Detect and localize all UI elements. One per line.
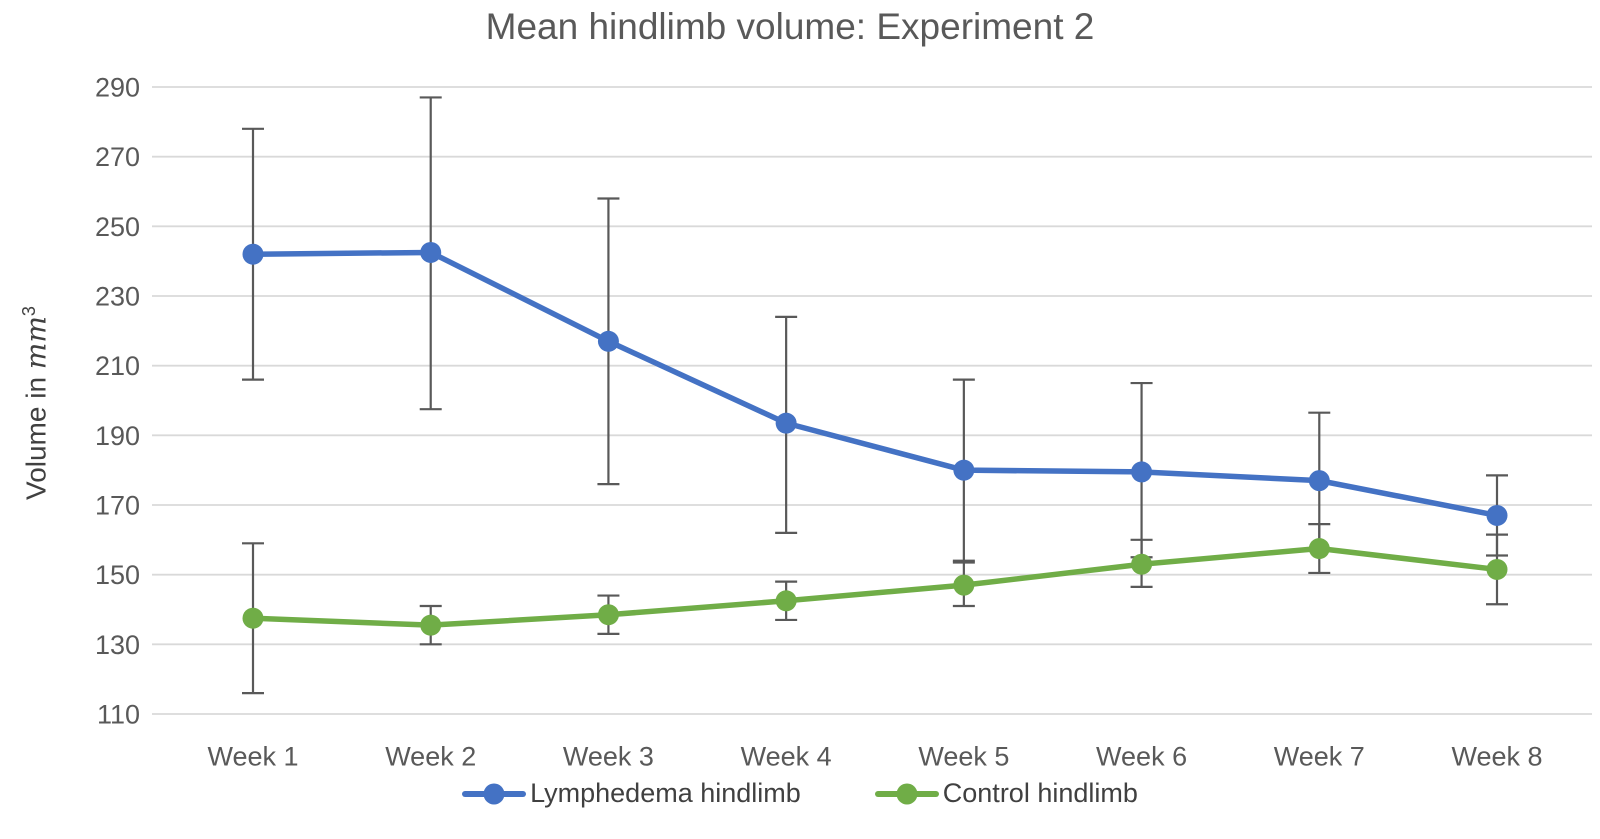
legend-line-marker-blue [462, 783, 527, 804]
y-tick-label: 270 [95, 142, 140, 172]
legend-label-lymphedema: Lymphedema hindlimb [530, 778, 801, 808]
data-point-marker-control [420, 614, 442, 636]
data-point-marker-lymphedema [420, 241, 442, 263]
data-point-marker-lymphedema [1308, 470, 1330, 492]
series-control [242, 538, 1508, 636]
y-tick-label: 130 [95, 630, 140, 660]
data-point-marker-lymphedema [775, 412, 797, 434]
legend: Lymphedema hindlimb Control hindlimb [0, 778, 1600, 809]
x-axis-label: Week 5 [918, 742, 1009, 772]
data-point-marker-lymphedema [1486, 504, 1508, 526]
data-point-marker-control [597, 604, 619, 626]
data-point-marker-control [1486, 558, 1508, 580]
y-tick-label: 170 [95, 490, 140, 520]
x-axis-label: Week 6 [1096, 742, 1187, 772]
x-axis-label: Week 2 [385, 742, 476, 772]
legend-line-marker-green [874, 783, 939, 804]
y-tick-label: 210 [95, 351, 140, 381]
y-axis-unit: mm [19, 316, 53, 370]
legend-dot-green [896, 783, 918, 804]
y-axis-title: Volume in mm3 [19, 253, 53, 553]
data-point-marker-lymphedema [1131, 461, 1153, 483]
y-tick-label: 110 [97, 699, 140, 729]
data-point-marker-control [1131, 553, 1153, 575]
x-axis-labels: Week 1 Week 2 Week 3 Week 4 Week 5 Week 6 Week… [207, 742, 1542, 772]
legend-label-control: Control hindlimb [942, 778, 1138, 808]
x-axis-label: Week 3 [563, 742, 654, 772]
y-tick-label: 250 [95, 212, 140, 242]
y-axis-unit-exponent: 3 [19, 306, 39, 317]
series-line-control [250, 545, 1500, 628]
data-point-marker-lymphedema [953, 459, 975, 481]
y-tick-label: 290 [95, 72, 140, 102]
legend-item-control: Control hindlimb [874, 778, 1138, 809]
x-axis-label: Week 7 [1274, 742, 1365, 772]
data-point-marker-control [242, 607, 264, 629]
y-tick-labels: 110 130 150 170 190 210 230 250 270 290 [95, 72, 140, 729]
chart-title: Mean hindlimb volume: Experiment 2 [485, 6, 1095, 47]
legend-item-lymphedema: Lymphedema hindlimb [462, 778, 801, 809]
data-point-marker-control [1308, 538, 1330, 560]
data-point-marker-lymphedema [597, 330, 619, 352]
y-tick-label: 190 [95, 421, 140, 451]
error-bars-lymphedema [242, 96, 1508, 562]
data-point-marker-lymphedema [242, 243, 264, 265]
y-tick-label: 230 [95, 281, 140, 311]
gridlines [152, 86, 1592, 715]
data-point-marker-control [953, 574, 975, 596]
series-lymphedema [242, 241, 1508, 526]
series-line-lymphedema [250, 249, 1500, 519]
data-point-marker-control [775, 590, 797, 612]
y-axis-title-text: Volume in [20, 369, 52, 500]
x-axis-label: Week 1 [207, 742, 298, 772]
x-axis-label: Week 8 [1451, 742, 1542, 772]
x-axis-label: Week 4 [741, 742, 832, 772]
legend-dot-blue [483, 783, 505, 804]
y-tick-label: 150 [95, 560, 140, 590]
